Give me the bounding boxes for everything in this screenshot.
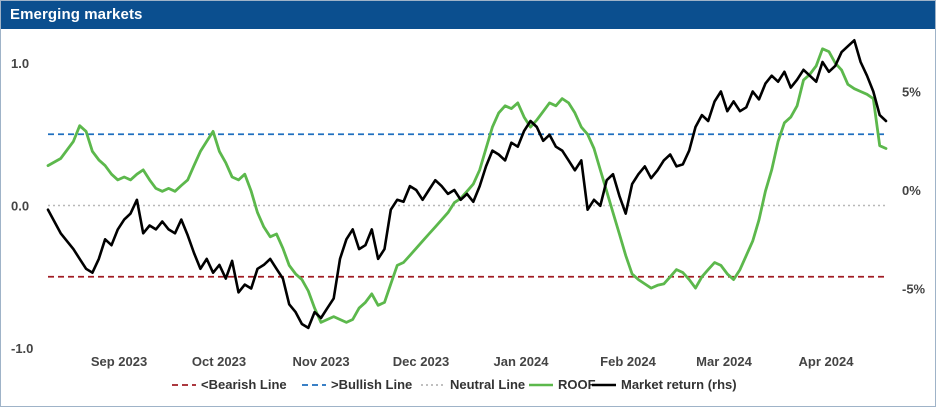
x-tick-label: Feb 2024 — [600, 354, 656, 369]
x-tick-label: Dec 2023 — [393, 354, 449, 369]
title-bar: Emerging markets — [1, 1, 935, 29]
y-right-tick-label: 0% — [902, 183, 921, 198]
series-line-roof — [46, 47, 888, 324]
x-tick-label: Nov 2023 — [292, 354, 349, 369]
y-left-tick-label: -1.0 — [11, 341, 33, 356]
y-left-tick-label: 0.0 — [11, 199, 29, 214]
chart-title: Emerging markets — [10, 6, 143, 23]
x-tick-label: Jan 2024 — [494, 354, 550, 369]
legend-entry: <Bearish Line — [201, 377, 287, 392]
y-left-tick-label: 1.0 — [11, 56, 29, 71]
x-tick-label: Oct 2023 — [192, 354, 246, 369]
legend-entry: Market return (rhs) — [621, 377, 737, 392]
y-right-tick-label: -5% — [902, 282, 926, 297]
x-tick-label: Sep 2023 — [91, 354, 147, 369]
legend-entry: >Bullish Line — [331, 377, 412, 392]
series-line-market-return — [46, 38, 888, 330]
legend-entry: Neutral Line — [450, 377, 525, 392]
x-tick-label: Mar 2024 — [696, 354, 752, 369]
legend-entry: ROOF — [558, 377, 596, 392]
x-tick-label: Apr 2024 — [799, 354, 855, 369]
y-right-tick-label: 5% — [902, 85, 921, 100]
